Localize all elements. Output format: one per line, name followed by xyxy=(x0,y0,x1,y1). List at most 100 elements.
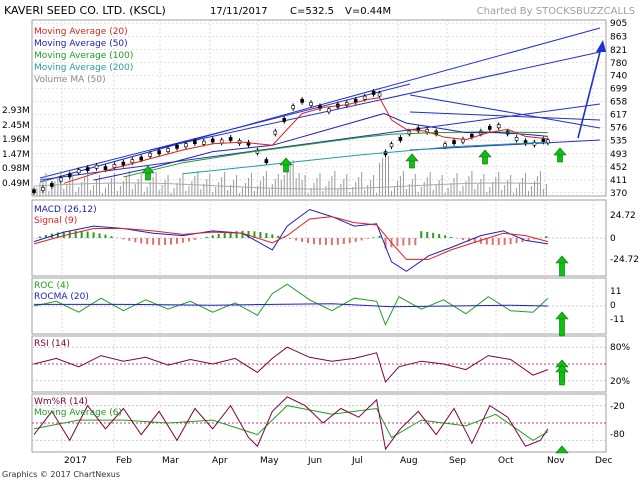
x-tick-label: Dec xyxy=(595,456,612,466)
volume-tick-label: 2.93M xyxy=(2,106,30,116)
price-tick-label: 658 xyxy=(610,97,627,107)
price-candle xyxy=(264,159,269,164)
rsi-tick-label: 80% xyxy=(610,343,630,353)
price-candle xyxy=(496,124,501,129)
volume-ma-line xyxy=(33,182,541,190)
price-candle xyxy=(377,92,382,97)
rsi-legend-item: RSI (14) xyxy=(34,339,70,349)
company-title: KAVERI SEED CO. LTD. (KSCL) xyxy=(4,4,166,17)
price-tick-label: 493 xyxy=(610,150,627,160)
rsi-tick-label: 20% xyxy=(610,377,630,387)
wmr-arrow xyxy=(555,445,569,454)
close-value: C=532.5 xyxy=(290,6,334,17)
x-tick-label: Feb xyxy=(116,456,132,466)
trendline xyxy=(39,103,601,181)
trendline xyxy=(409,94,601,129)
signal-line xyxy=(33,216,549,260)
price-candle xyxy=(443,143,447,148)
arrow-head xyxy=(279,157,293,166)
price-legend-item: Moving Average (20) xyxy=(34,27,128,37)
price-candle xyxy=(546,139,550,144)
price-candle xyxy=(398,137,403,141)
price-legend-item: Moving Average (200) xyxy=(34,63,133,73)
x-tick-label: Nov xyxy=(547,456,565,466)
arrow-head xyxy=(555,255,569,264)
roc-line xyxy=(33,283,549,326)
price-tick-label: 617 xyxy=(610,111,627,121)
wmr-line xyxy=(33,396,549,451)
volume-tick-label: 2.45M xyxy=(2,121,30,131)
price-candle xyxy=(76,169,81,174)
price-tick-label: 535 xyxy=(610,137,627,147)
price-candle xyxy=(300,98,304,103)
price-candle xyxy=(130,159,135,164)
chart-date: 17/11/2017 xyxy=(210,6,268,17)
roc-legend-item: ROC (4) xyxy=(34,281,69,291)
x-tick-label: 2017 xyxy=(64,456,87,466)
label-layer: 2017 Feb Mar Apr May Jun Jul Aug Sep Oct Nov Dec 905… xyxy=(2,19,639,466)
x-tick-label: Jul xyxy=(351,456,363,466)
arrow-head xyxy=(553,147,567,156)
macd-tick-label: -24.72 xyxy=(610,255,639,265)
x-tick-label: Apr xyxy=(212,456,228,466)
ma20-line xyxy=(63,97,548,184)
volume-tick-label: 0.49M xyxy=(2,179,30,189)
price-legend-item: Moving Average (50) xyxy=(34,39,128,49)
price-candle xyxy=(85,167,90,171)
support-arrow xyxy=(141,165,155,181)
arrow-head xyxy=(405,153,419,162)
macd-arrow xyxy=(555,255,569,277)
wmr-ma-line xyxy=(33,405,549,441)
price-candle xyxy=(103,166,108,170)
price-tick-label: 740 xyxy=(610,71,627,81)
x-tick-label: Jun xyxy=(307,456,322,466)
roc-tick-label: -11 xyxy=(610,315,625,325)
price-candle xyxy=(210,138,215,143)
volume-tick-label: 1.96M xyxy=(2,135,30,145)
trendline-layer xyxy=(39,27,601,183)
price-candle xyxy=(246,141,251,146)
roc-legend-item: ROCMA (20) xyxy=(34,292,89,302)
price-candle xyxy=(407,130,412,135)
ma200-line xyxy=(182,141,548,175)
roc-tick-label: 11 xyxy=(610,287,621,297)
price-candle xyxy=(139,156,144,161)
roc-tick-label: 0 xyxy=(610,301,616,311)
price-candle xyxy=(309,102,313,106)
price-candle xyxy=(121,161,126,166)
price-candle xyxy=(389,143,394,148)
arrow-layer xyxy=(141,40,606,454)
roc-arrow xyxy=(555,311,569,337)
ma50-line xyxy=(93,112,548,181)
price-candle xyxy=(362,95,367,100)
support-arrow xyxy=(405,153,419,169)
price-candle xyxy=(291,105,295,110)
price-candle xyxy=(452,140,456,144)
price-candle xyxy=(202,140,206,145)
target-arrow-head xyxy=(596,40,606,52)
arrow-head xyxy=(555,311,569,320)
price-candle xyxy=(112,163,117,168)
price-tick-label: 905 xyxy=(610,19,627,29)
copyright: Graphics © 2017 ChartNexus xyxy=(2,470,120,479)
arrow-head xyxy=(141,165,155,174)
price-candle xyxy=(166,148,170,152)
volume-tick-label: 1.47M xyxy=(2,150,30,160)
trendline xyxy=(409,111,601,121)
series-layer xyxy=(32,89,550,451)
price-tick-label: 863 xyxy=(610,32,627,42)
price-candle xyxy=(41,187,45,191)
trendline xyxy=(409,139,601,151)
support-arrow xyxy=(279,157,293,173)
macd-legend-item: Signal (9) xyxy=(34,216,77,226)
price-candle xyxy=(193,140,197,144)
price-candle xyxy=(148,152,152,157)
rsi-arrow-2 xyxy=(555,364,569,386)
price-tick-label: 576 xyxy=(610,124,627,134)
support-arrow xyxy=(553,147,567,163)
grid-layer xyxy=(31,19,607,453)
panel-frame-price xyxy=(31,19,607,197)
wmr-legend-item: Wm%R (14) xyxy=(34,397,88,407)
